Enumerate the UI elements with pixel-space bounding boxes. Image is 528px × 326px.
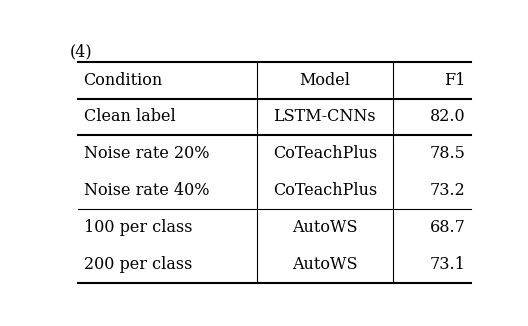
Text: Clean label: Clean label bbox=[83, 109, 175, 126]
Text: Noise rate 40%: Noise rate 40% bbox=[83, 182, 209, 199]
Text: CoTeachPlus: CoTeachPlus bbox=[272, 145, 377, 162]
Text: 78.5: 78.5 bbox=[430, 145, 466, 162]
Text: Noise rate 20%: Noise rate 20% bbox=[83, 145, 209, 162]
Text: 68.7: 68.7 bbox=[430, 219, 466, 236]
Text: AutoWS: AutoWS bbox=[292, 256, 357, 273]
Text: (4): (4) bbox=[70, 43, 93, 60]
Text: 73.2: 73.2 bbox=[430, 182, 466, 199]
Text: F1: F1 bbox=[445, 72, 466, 89]
Text: Model: Model bbox=[299, 72, 350, 89]
Text: 100 per class: 100 per class bbox=[83, 219, 192, 236]
Text: 200 per class: 200 per class bbox=[83, 256, 192, 273]
Text: AutoWS: AutoWS bbox=[292, 219, 357, 236]
Text: LSTM-CNNs: LSTM-CNNs bbox=[274, 109, 376, 126]
Text: 82.0: 82.0 bbox=[430, 109, 466, 126]
Text: Condition: Condition bbox=[83, 72, 163, 89]
Text: CoTeachPlus: CoTeachPlus bbox=[272, 182, 377, 199]
Text: 73.1: 73.1 bbox=[430, 256, 466, 273]
